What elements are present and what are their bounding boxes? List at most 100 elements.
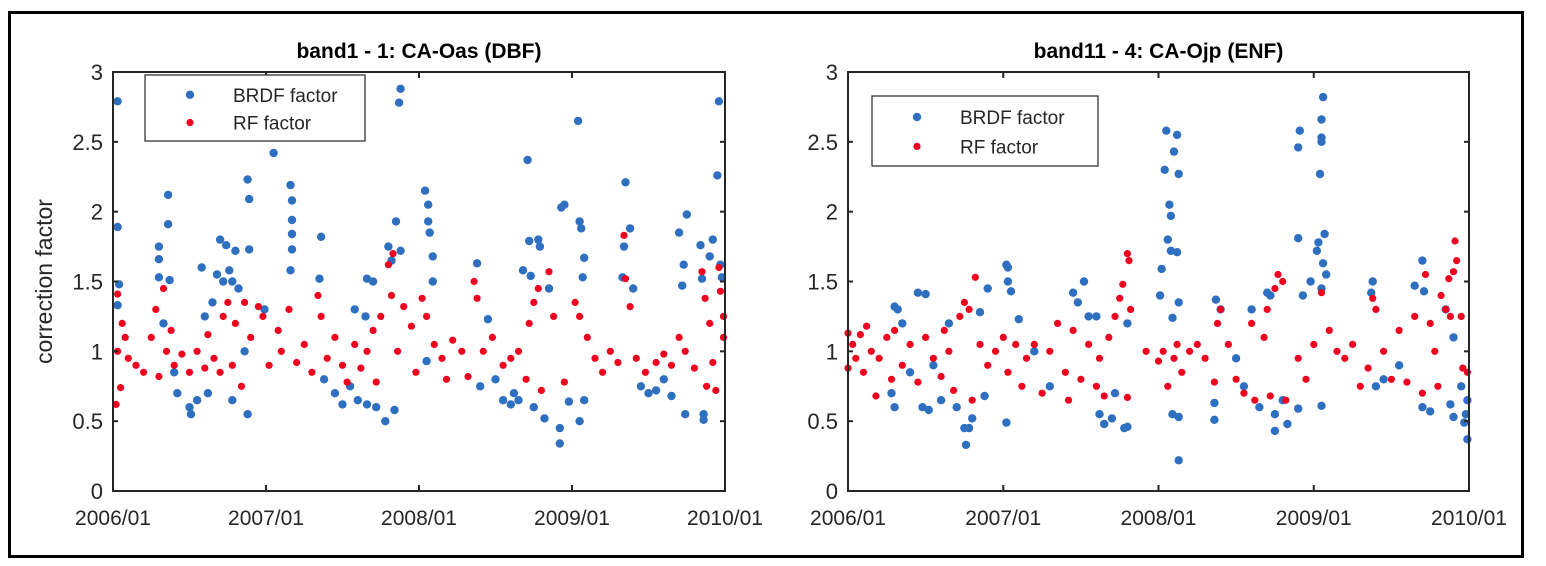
data-point [708,235,717,244]
data-point [867,347,875,355]
data-point [222,241,231,250]
data-point [1463,396,1472,405]
x-tick-label: 2007/01 [228,507,304,530]
data-point [1274,270,1282,279]
data-point [545,268,553,276]
data-point [1446,312,1454,320]
data-point [1418,389,1426,397]
data-point [1038,389,1046,397]
data-point [243,175,252,184]
legend-marker-rf [186,118,194,127]
data-point [438,354,446,362]
data-point [852,354,860,362]
data-point [1002,418,1011,427]
y-tick-label: 1 [91,339,103,364]
data-point [185,403,194,412]
data-point [1012,340,1020,348]
data-point [243,410,252,419]
data-point [1210,398,1219,408]
data-point [361,312,370,321]
data-point [659,375,668,384]
legend-box [144,74,366,142]
data-point [713,171,722,180]
data-point [159,319,168,328]
data-point [984,361,992,369]
data-point [245,245,254,254]
data-point [152,305,160,313]
data-point [606,347,614,355]
chart-panel-1: 0 0.5 1 1.5 2 2.5 3 2006/01 2007/01 2008/01 2009/0… [31,40,763,530]
data-point [1022,354,1031,362]
data-point [1111,312,1119,320]
data-point [1279,277,1287,286]
data-point [317,312,325,320]
data-point [651,386,661,395]
data-point [1317,115,1326,124]
data-point [287,229,297,239]
data-point [1018,382,1026,390]
data-point [165,275,174,285]
data-point [591,354,599,362]
data-point [1092,382,1100,390]
data-point [1213,319,1222,327]
legend-label: RF factor [233,114,312,135]
data-point [1155,291,1165,300]
data-point [330,389,340,398]
data-point [1003,277,1013,286]
data-point [576,312,584,320]
data-point [571,298,579,306]
data-point [216,368,224,376]
data-point [219,277,228,286]
data-point [1154,357,1163,365]
data-point [525,319,533,327]
legend-label: BRDF factor [233,86,338,107]
data-point [488,333,496,341]
data-point [580,396,589,405]
data-point [849,340,857,348]
data-point [1341,354,1349,362]
data-point [1315,169,1325,179]
data-point [470,277,478,286]
data-point [113,97,122,106]
data-point [1317,133,1326,142]
data-point [1457,312,1465,320]
data-point [507,354,515,362]
data-point [286,266,295,275]
data-point [1123,422,1132,431]
data-point [300,340,308,348]
data-point [1266,291,1275,300]
y-tick-label: 1.5 [72,270,103,295]
data-point [1073,298,1083,307]
data-point [1371,382,1381,391]
data-point [1449,268,1458,276]
data-point [1119,280,1127,288]
chart-title: band11 - 4: CA-Ojp (ENF) [1034,40,1284,63]
data-point [1125,257,1133,265]
data-point [875,354,883,362]
data-point [1349,340,1357,348]
data-point [1368,277,1377,286]
data-point [319,375,329,384]
data-point [518,266,528,275]
data-point [1379,375,1388,384]
data-point [1410,281,1419,290]
data-point [534,235,543,244]
data-point [1260,333,1268,341]
data-point [173,389,182,398]
data-point [577,224,586,233]
data-point [353,396,362,405]
data-point [286,180,295,190]
data-point [856,331,865,339]
data-point [564,397,574,406]
data-point [1325,326,1333,334]
data-point [578,273,587,282]
data-point [544,284,554,293]
y-tick-label: 2.5 [807,130,838,155]
x-tick-label: 2006/01 [75,507,151,530]
data-point [423,312,431,320]
data-point [1159,347,1167,355]
data-point [924,405,933,415]
data-point [428,277,437,286]
data-point [1168,313,1177,322]
data-point [968,414,977,423]
